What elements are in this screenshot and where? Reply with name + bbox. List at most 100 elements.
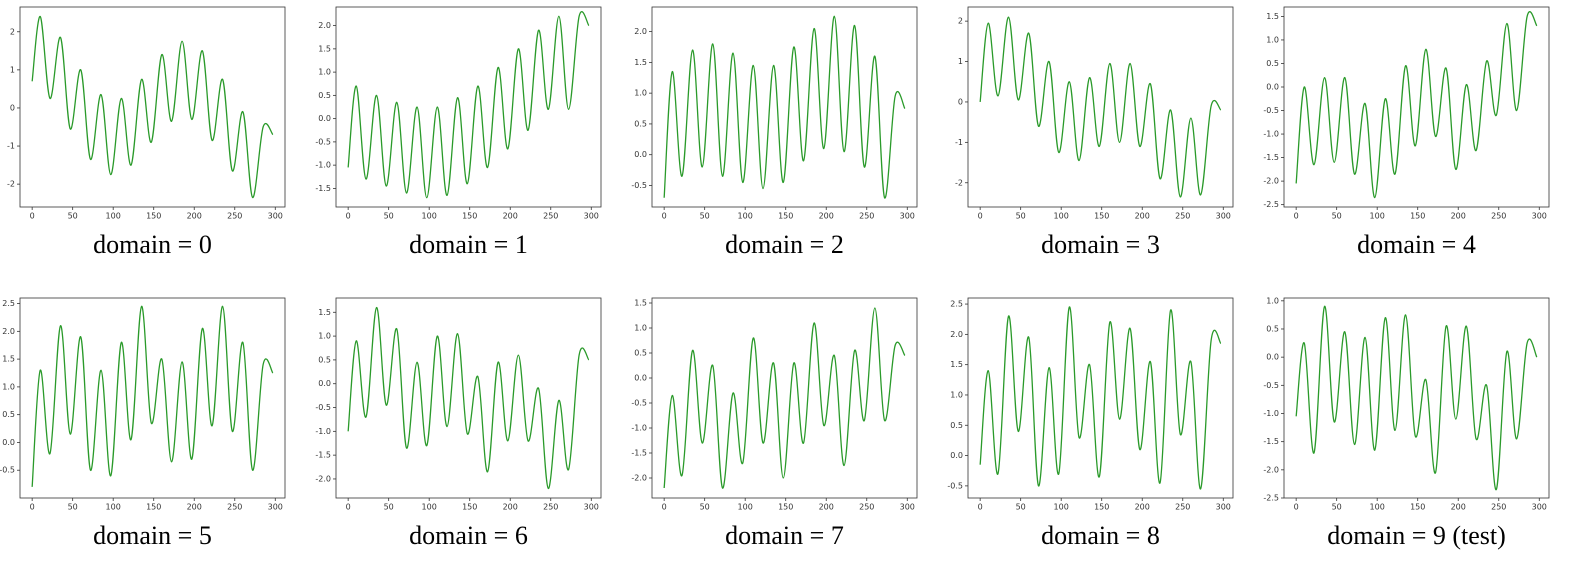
y-tick-label: -2.0 [631,474,647,483]
y-tick-label: 1.5 [318,44,331,53]
x-tick-label: 100 [106,212,121,221]
y-tick-label: 2.5 [950,300,963,309]
y-tick-label: -1.0 [1263,130,1279,139]
subplot: 0 50 100 150 200 250 300 -1.5 -1.0 -0.5 0.0 0.5 1.0 1… [315,6,602,259]
y-tick-label: 2 [958,17,963,26]
x-tick-label: 300 [1216,503,1231,512]
y-tick-label: -2.5 [1263,200,1279,209]
subplot: 0 50 100 150 200 250 300 -2.5 -2.0 -1.5 -1.0 -0.5 0.… [1263,296,1550,550]
plot-frame [335,6,602,208]
x-tick-label: 100 [422,212,437,221]
plot-frame [335,297,602,499]
y-tick-label: 2.0 [318,21,331,30]
y-tick-label: -2 [955,178,963,187]
line-series [1295,11,1538,199]
x-tick-label: 200 [1135,503,1150,512]
x-tick-label: 50 [1016,503,1026,512]
subplot: 0 50 100 150 200 250 300 -0.5 0.0 0.5 1.0 1.5 2.0 dom… [631,6,918,259]
x-tick-label: 0 [346,503,351,512]
x-tick-label: 300 [584,212,599,221]
y-tick-label: 1.5 [2,355,15,364]
y-tick-label: 0 [958,97,963,106]
y-tick-label: -1.0 [315,161,331,170]
y-tick-label: 1 [10,65,15,74]
plot-frame [651,6,918,208]
y-tick-label: 1.0 [1266,35,1279,44]
caption: domain = 7 [725,521,844,550]
x-tick-label: 150 [778,212,793,221]
y-tick-label: 1.0 [634,89,647,98]
x-tick-label: 250 [1175,503,1190,512]
x-tick-label: 200 [503,212,518,221]
y-tick-label: 1.0 [950,390,963,399]
x-tick-label: 50 [68,212,78,221]
x-tick-label: 200 [819,503,834,512]
x-tick-label: 100 [738,212,753,221]
y-tick-label: 0.5 [318,91,331,100]
line-series [663,15,906,199]
caption: domain = 2 [725,230,844,259]
y-tick-label: 0 [10,103,15,112]
y-tick-label: -0.5 [631,181,647,190]
x-tick-label: 250 [543,212,558,221]
y-tick-label: 0.0 [1266,83,1279,92]
x-tick-label: 200 [187,212,202,221]
y-tick-label: -2.5 [1263,494,1279,503]
x-tick-label: 100 [738,503,753,512]
y-tick-label: 2.5 [2,299,15,308]
y-tick-label: -2.0 [1263,465,1279,474]
line-series [1295,305,1538,491]
caption: domain = 6 [409,521,528,550]
x-tick-label: 150 [1094,503,1109,512]
y-tick-label: 1.5 [634,299,647,308]
x-tick-label: 50 [1016,212,1026,221]
line-series [347,306,590,490]
y-tick-label: -1.0 [631,424,647,433]
x-tick-label: 50 [700,503,710,512]
y-tick-label: -0.5 [1263,381,1279,390]
x-tick-label: 300 [900,503,915,512]
x-tick-label: 100 [1054,212,1069,221]
line-series [979,16,1222,198]
line-series [31,305,274,487]
x-tick-label: 200 [819,212,834,221]
y-tick-label: 1.0 [318,332,331,341]
x-tick-label: 250 [227,503,242,512]
y-tick-label: -2 [7,180,15,189]
y-tick-label: -0.5 [1263,106,1279,115]
x-tick-label: 50 [1332,212,1342,221]
y-tick-label: -0.5 [315,137,331,146]
x-tick-label: 150 [1410,212,1425,221]
y-tick-label: 0.0 [318,114,331,123]
y-tick-label: 0.5 [634,119,647,128]
x-tick-label: 50 [68,503,78,512]
y-tick-label: 0.5 [2,410,15,419]
x-tick-label: 50 [1332,503,1342,512]
y-tick-label: 0.0 [950,451,963,460]
caption: domain = 8 [1041,521,1160,550]
x-tick-label: 0 [346,212,351,221]
y-tick-label: 0.5 [1266,59,1279,68]
y-tick-label: -1 [955,138,963,147]
x-tick-label: 300 [268,503,283,512]
x-tick-label: 0 [1294,212,1299,221]
y-tick-label: -0.5 [315,403,331,412]
y-tick-label: -1.5 [315,451,331,460]
plot-frame [967,297,1234,499]
x-tick-label: 250 [1491,503,1506,512]
x-tick-label: 100 [422,503,437,512]
x-tick-label: 50 [384,503,394,512]
x-tick-label: 300 [584,503,599,512]
y-tick-label: -0.5 [0,466,15,475]
x-tick-label: 250 [1491,212,1506,221]
y-tick-label: -1 [7,142,15,151]
y-tick-label: 0.0 [318,379,331,388]
x-tick-label: 50 [384,212,394,221]
x-tick-label: 100 [1370,212,1385,221]
y-tick-label: -1.0 [315,427,331,436]
x-tick-label: 250 [859,503,874,512]
caption: domain = 3 [1041,230,1160,259]
x-tick-label: 200 [1451,503,1466,512]
y-tick-label: 2.0 [2,327,15,336]
